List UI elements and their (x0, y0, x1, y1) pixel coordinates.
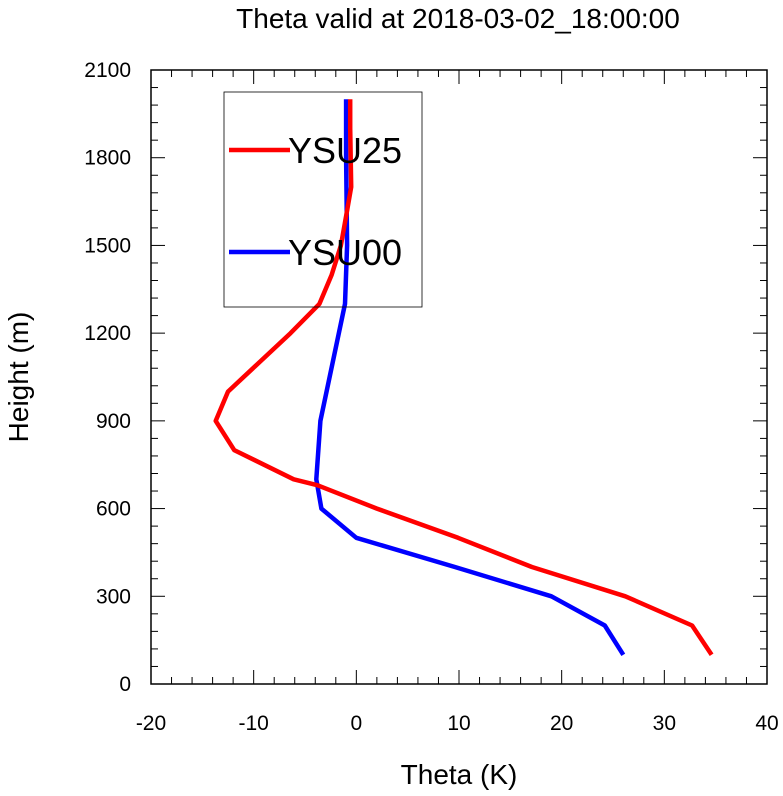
legend-label-ysu00: YSU00 (288, 232, 402, 273)
axis-ticks (150, 69, 768, 685)
x-tick-label: -20 (136, 712, 166, 735)
y-tick-label: 600 (96, 498, 131, 521)
series-line-ysu00 (314, 99, 626, 657)
y-tick-label: 2100 (84, 59, 131, 82)
series-layer (213, 99, 714, 657)
y-tick-label: 900 (96, 410, 131, 433)
axis-tick-labels: -20 -10 0 10 20 30 40 0 300 600 900 1200 1500 1800 210… (84, 59, 778, 735)
y-tick-label: 1500 (84, 234, 131, 257)
x-tick-label: 40 (755, 712, 778, 735)
y-axis-label: Height (m) (3, 312, 34, 443)
y-tick-label: 1200 (84, 322, 131, 345)
x-tick-label: -10 (238, 712, 268, 735)
y-tick-label: 0 (119, 673, 131, 696)
y-tick-label: 300 (96, 585, 131, 608)
x-tick-label: 0 (350, 712, 362, 735)
x-axis-label: Theta (K) (401, 759, 518, 790)
x-tick-label: 10 (447, 712, 470, 735)
x-tick-label: 30 (653, 712, 676, 735)
legend: YSU25 YSU00 (223, 91, 423, 308)
y-tick-label: 1800 (84, 147, 131, 170)
chart-title: Theta valid at 2018-03-02_18:00:00 (236, 3, 680, 34)
legend-box (223, 91, 423, 308)
x-tick-label: 20 (550, 712, 573, 735)
legend-label-ysu25: YSU25 (288, 130, 402, 171)
series-line-ysu25 (213, 99, 714, 657)
